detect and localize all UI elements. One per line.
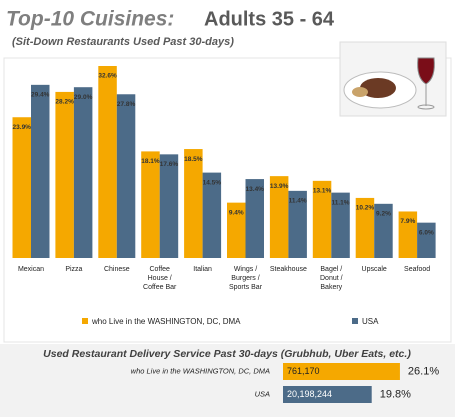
data-label: 19.8%	[380, 388, 411, 400]
bar	[55, 91, 74, 258]
bar	[283, 363, 400, 380]
data-label: 23.9%	[13, 124, 32, 131]
chart-frame	[3, 57, 452, 343]
bar	[398, 211, 418, 258]
data-label: 27.8%	[117, 101, 136, 108]
x-tick-label: Seafood	[404, 266, 431, 273]
data-label: 7.9%	[400, 218, 415, 225]
x-tick-label: Steakhouse	[269, 266, 307, 273]
bar	[245, 179, 264, 258]
data-label: 11.1%	[332, 199, 350, 206]
data-label: 9.4%	[229, 209, 244, 216]
data-label: 10.2%	[356, 205, 375, 212]
data-label: 17.6%	[160, 161, 179, 168]
x-tick-label: Chinese	[103, 266, 130, 273]
legend-label: who Live in the WASHINGTON, DC, DMA	[91, 317, 241, 326]
data-label: 13.1%	[313, 188, 332, 195]
data-label: 13.4%	[246, 186, 265, 193]
bar	[269, 176, 289, 258]
bar	[355, 197, 375, 258]
bar	[116, 94, 136, 259]
chart-subtitle: Adults 35 - 64	[204, 8, 335, 30]
bar	[12, 117, 31, 259]
bar	[202, 172, 222, 258]
bar	[184, 149, 203, 258]
data-label: 9.2%	[376, 211, 391, 218]
x-tick-label: Italian	[193, 266, 212, 273]
bar	[227, 202, 246, 258]
x-tick-label: Pizza	[65, 266, 83, 273]
data-label: 18.1%	[141, 158, 160, 165]
y-tick-label: USA	[255, 389, 270, 398]
bar	[31, 84, 50, 259]
x-tick-label: Mexican	[17, 266, 45, 273]
chart-title: Top-10 Cuisines:	[6, 8, 174, 31]
bar	[141, 151, 160, 258]
bar	[312, 180, 332, 258]
data-label: 28.2%	[55, 99, 74, 106]
legend-swatch	[82, 318, 88, 324]
count-label: 761,170	[287, 366, 320, 376]
legend-swatch	[352, 318, 358, 324]
data-label: 29.4%	[31, 92, 50, 99]
data-label: 32.6%	[98, 73, 117, 80]
y-tick-label: who Live in the WASHINGTON, DC, DMA	[131, 366, 270, 375]
data-label: 26.1%	[408, 365, 439, 377]
x-tick-label: Coffee House / Coffee Bar	[143, 266, 177, 291]
bar	[283, 386, 372, 403]
bar	[98, 66, 117, 258]
bar	[417, 222, 436, 258]
bar	[331, 192, 350, 258]
count-label: 20,198,244	[287, 389, 332, 399]
bar	[288, 190, 307, 258]
data-label: 18.5%	[184, 156, 203, 163]
x-tick-label: Wings / Burgers / Sports Bar	[228, 266, 263, 291]
legend-label: USA	[362, 317, 379, 326]
bar	[73, 87, 93, 258]
x-tick-label: Upscale	[361, 266, 387, 273]
bar	[159, 154, 179, 258]
chart-note: (Sit-Down Restaurants Used Past 30-days)	[12, 36, 234, 48]
data-label: 29.0%	[74, 94, 93, 101]
data-label: 6.0%	[419, 229, 434, 236]
bar	[374, 203, 393, 258]
data-label: 14.5%	[203, 179, 222, 186]
data-label: 13.9%	[270, 183, 289, 190]
food-photo	[339, 41, 447, 117]
panel-title: Used Restaurant Delivery Service Past 30…	[43, 348, 411, 360]
x-tick-label: Bagel / Donut / Bakery	[320, 266, 343, 291]
data-label: 11.4%	[289, 198, 307, 205]
bottom-panel	[0, 344, 455, 417]
